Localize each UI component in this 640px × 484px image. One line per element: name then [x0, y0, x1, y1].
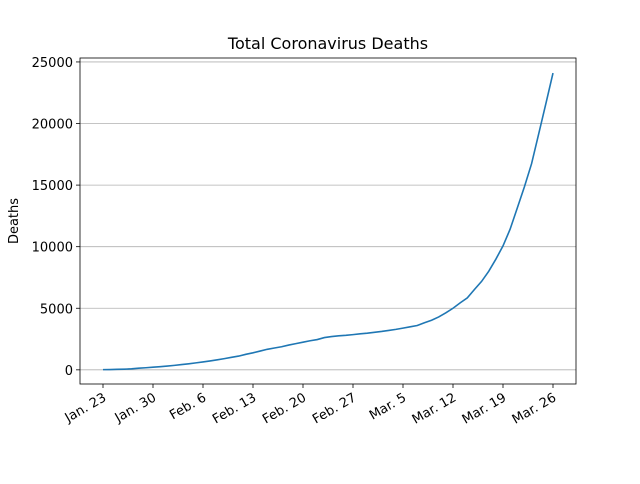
y-tick-label: 25000 — [32, 56, 73, 71]
y-tick-label: 15000 — [32, 179, 73, 194]
y-axis-label: Deaths — [7, 198, 22, 244]
y-tick-label: 20000 — [32, 118, 73, 133]
y-tick-label: 0 — [65, 364, 73, 379]
data-line — [102, 72, 554, 371]
y-tick-label: 5000 — [40, 302, 73, 317]
y-tick-label: 10000 — [32, 241, 73, 256]
plot-frame — [79, 57, 577, 385]
chart-title: Total Coronavirus Deaths — [227, 34, 428, 53]
